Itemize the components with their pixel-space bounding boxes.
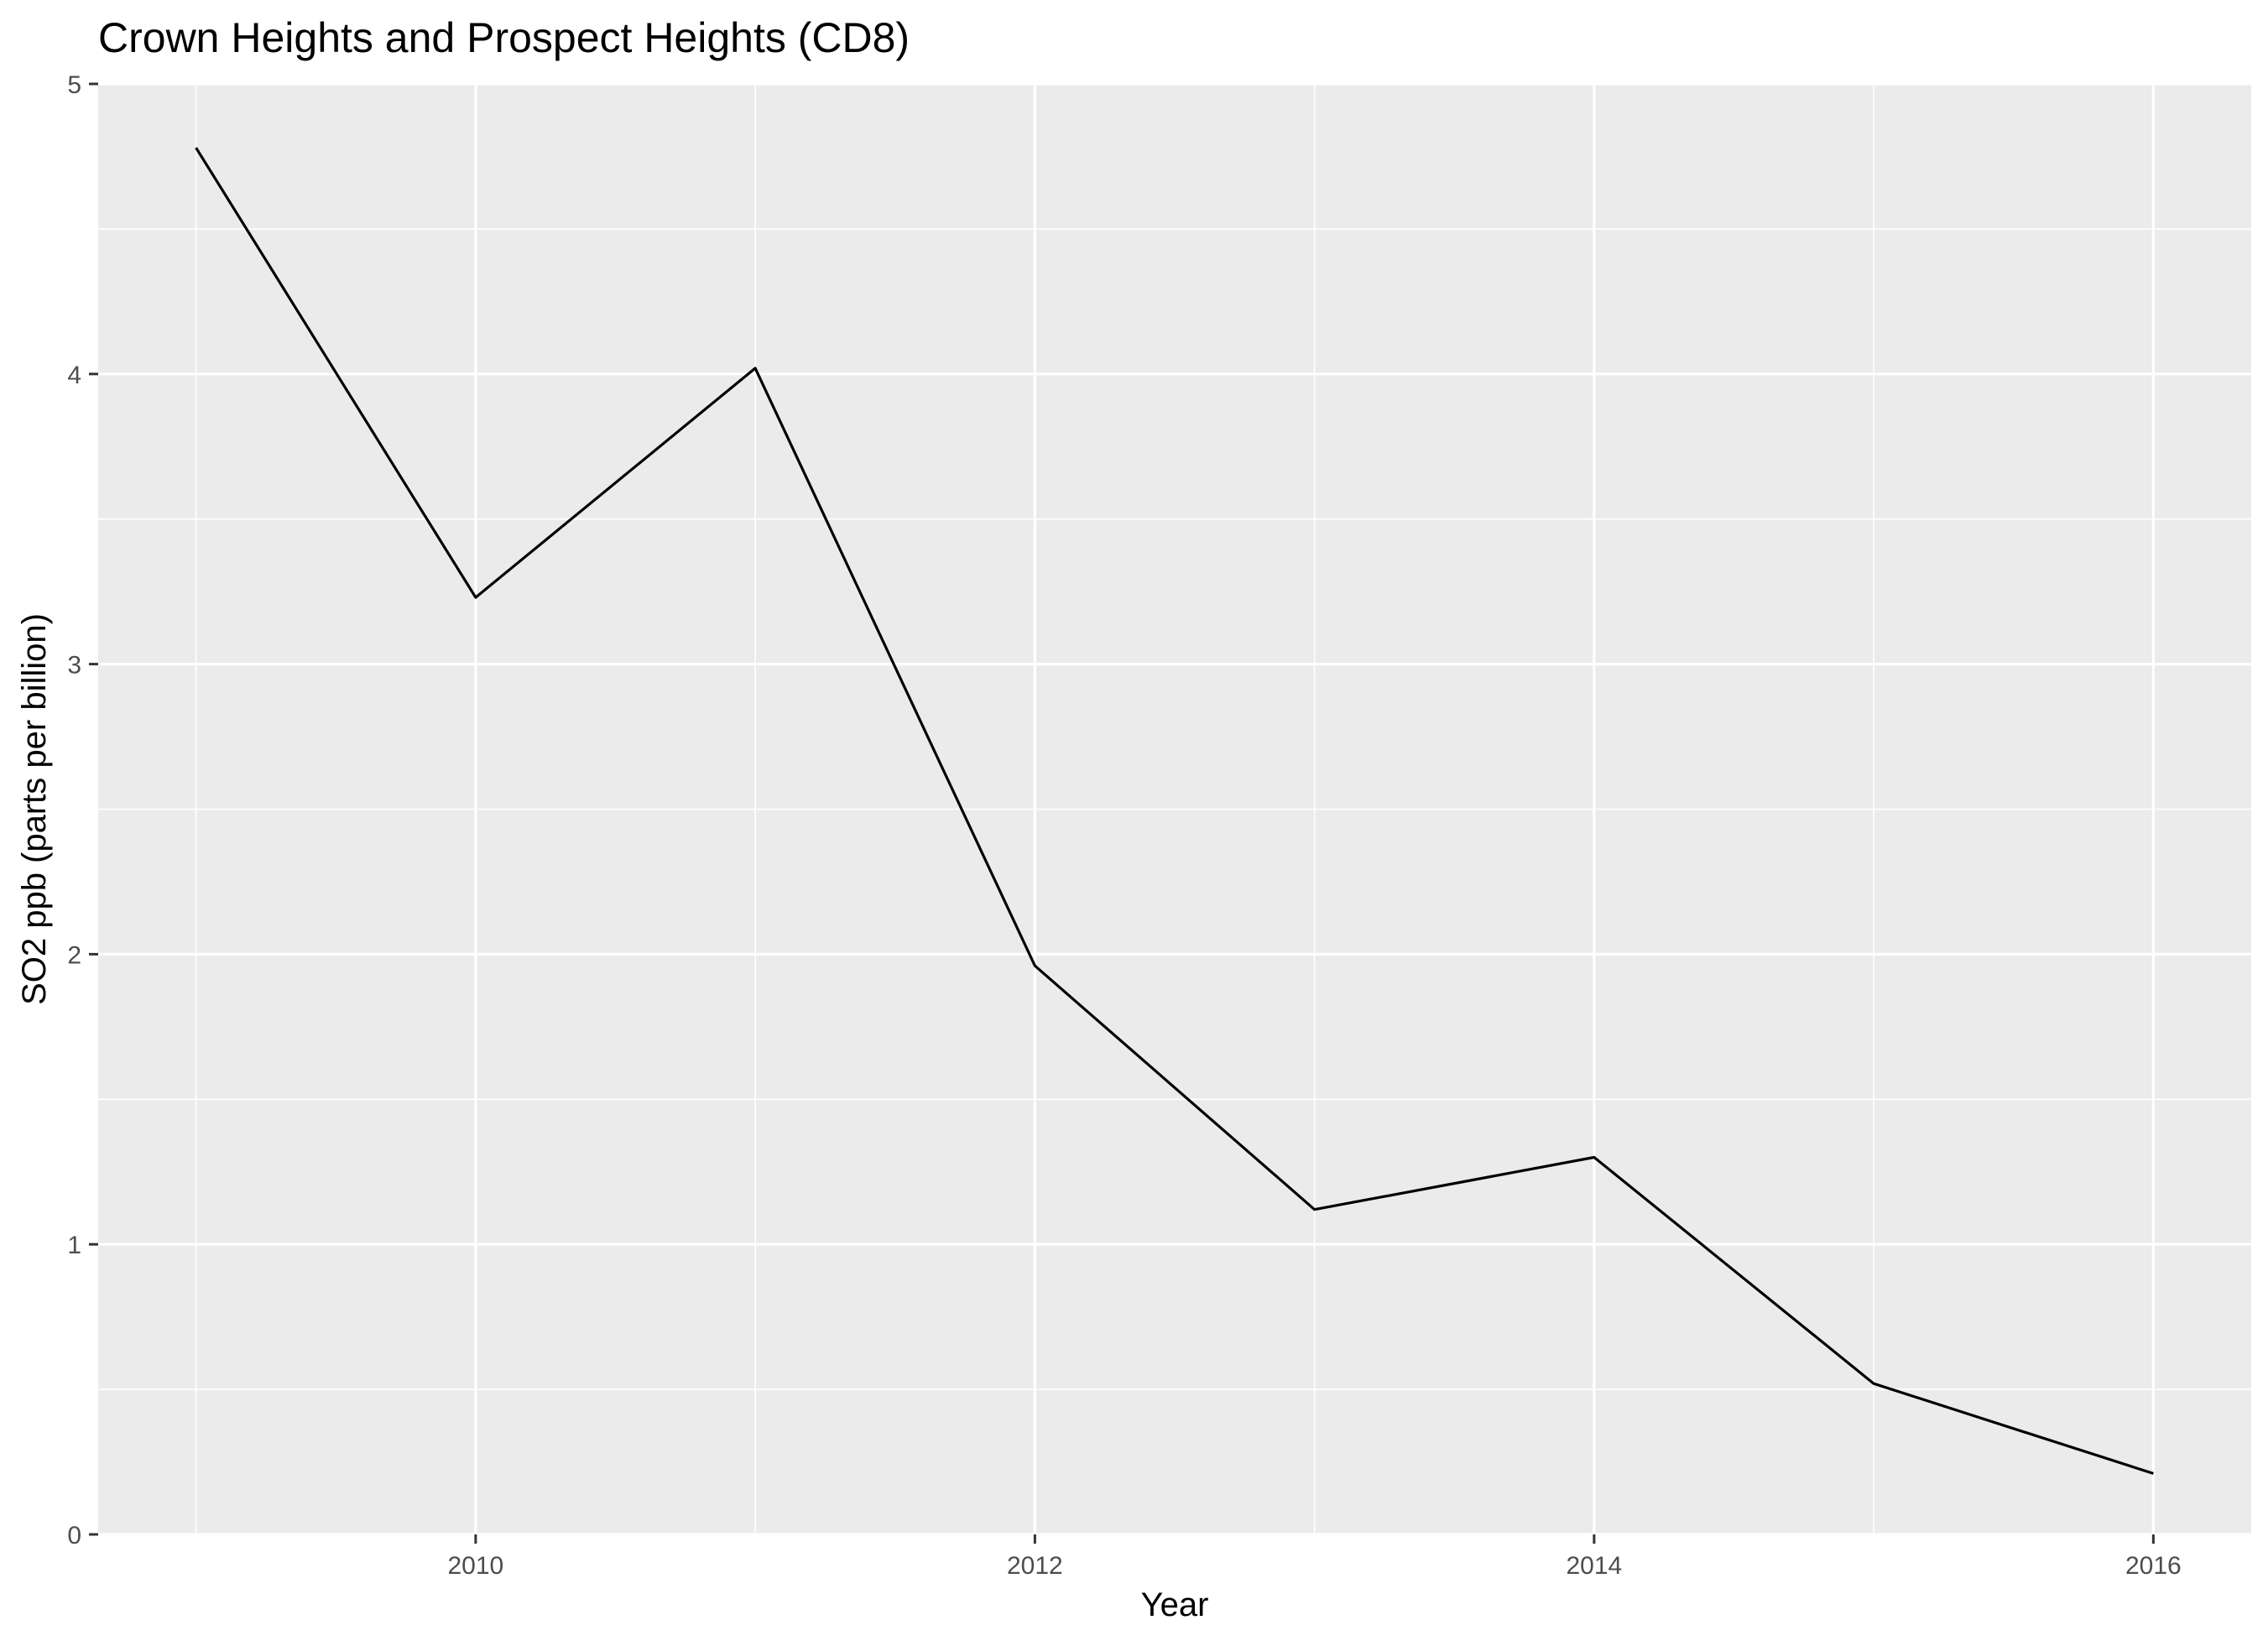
x-tick-label: 2010 (448, 1552, 504, 1580)
x-axis-tick-labels: 2010 2012 2014 2016 (448, 1552, 2182, 1580)
major-gridlines (98, 82, 2251, 1536)
x-tick-label: 2012 (1007, 1552, 1063, 1580)
y-tick-label: 2 (67, 941, 81, 969)
series-line (195, 147, 2154, 1475)
y-tick-label: 5 (67, 71, 81, 99)
y-tick-label: 1 (67, 1232, 81, 1259)
x-axis-label: Year (1141, 1586, 1209, 1623)
y-axis-tick-labels: 0 1 2 3 4 5 (67, 71, 81, 1550)
x-tick-label: 2014 (1566, 1552, 1622, 1580)
minor-gridlines (98, 84, 2251, 1534)
y-axis-label: SO2 ppb (parts per billion) (16, 613, 53, 1005)
y-tick-label: 4 (67, 362, 81, 389)
y-tick-label: 3 (67, 652, 81, 680)
axis-ticks (89, 82, 2155, 1544)
x-tick-label: 2016 (2125, 1552, 2182, 1580)
chart-title: Crown Heights and Prospect Heights (CD8) (98, 14, 910, 61)
series-layer (195, 147, 2154, 1475)
y-tick-label: 0 (67, 1522, 81, 1550)
